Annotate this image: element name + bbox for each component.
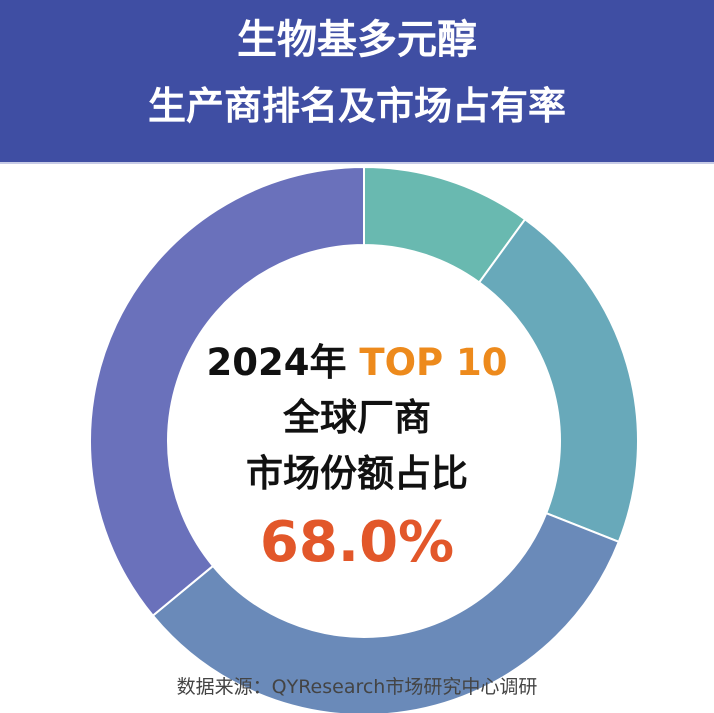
donut-slice-3 (151, 511, 621, 713)
center-line-global-vendors: 全球厂商 (283, 396, 431, 439)
center-year: 2024年 (206, 341, 347, 384)
center-year-line: 2024年 TOP 10 (0, 338, 714, 388)
center-line-market-share: 市场份额占比 (246, 452, 468, 495)
header-banner: 生物基多元醇 生产商排名及市场占有率 (0, 0, 714, 164)
center-share-value: 68.0% (259, 510, 455, 575)
data-source-note: 数据来源：QYResearch市场研究中心调研 (176, 676, 538, 698)
page-subtitle: 生产商排名及市场占有率 (147, 84, 566, 128)
center-top-label: TOP 10 (359, 341, 508, 384)
donut-slice-4 (89, 165, 365, 618)
page-title: 生物基多元醇 (237, 17, 477, 63)
